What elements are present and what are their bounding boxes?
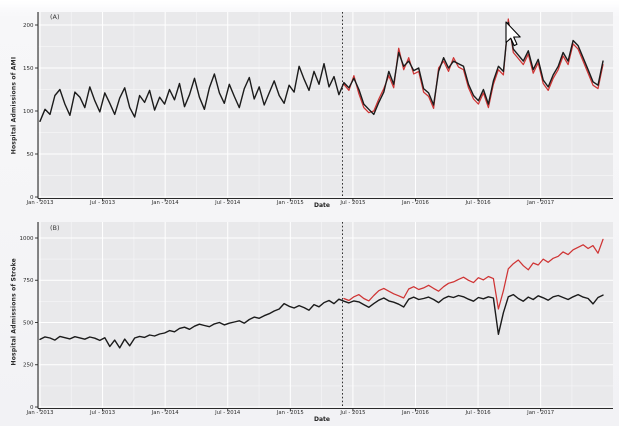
x-tick-label: Jan - 2014 [151,200,180,206]
x-tick-label: Jul - 2014 [214,200,241,206]
x-tick-label: Jan - 2017 [526,200,554,206]
plot-background [38,222,613,408]
panel-(A): 0 50 100 150 200 Jan - 2013 Jul - 2013 Jan - 20… [23,12,613,206]
y-tick-label: 150 [23,66,34,72]
x-tick-label: Jan - 2016 [401,410,430,416]
x-tick-label: Jan - 2016 [401,200,430,206]
panel-b-x-axis-title: Date [314,416,330,423]
plot-background [38,12,613,198]
x-tick-label: Jul - 2016 [464,200,491,206]
x-tick-label: Jan - 2013 [26,200,54,206]
observed-line [39,293,604,349]
x-tick-label: Jul - 2016 [464,410,491,416]
x-tick-label: Jan - 2017 [526,410,554,416]
x-tick-label: Jul - 2013 [89,200,115,206]
top-glare [0,0,619,9]
panel-(B): 0 250 500 750 1000 Jan - 2013 Jul - 2013 Jan - … [20,222,613,416]
x-tick-label: Jul - 2014 [214,410,241,416]
y-tick-label: 100 [23,109,34,115]
y-tick-label: 0 [30,405,34,411]
y-tick-label: 750 [23,278,34,284]
x-tick-label: Jul - 2015 [339,410,365,416]
panel-a-x-axis-title: Date [314,202,330,209]
x-tick-label: Jan - 2014 [151,410,180,416]
y-tick-label: 200 [23,23,34,29]
y-tick-label: 0 [30,195,34,201]
major-gridlines [38,222,613,408]
x-tick-label: Jul - 2015 [339,200,365,206]
y-tick-label: 50 [27,152,34,158]
panel-a-y-axis-title: Hospital Admissions of AMI [10,56,18,155]
panel-b-y-axis-title: Hospital Admissions of Stroke [10,258,18,366]
x-tick-label: Jan - 2015 [276,200,304,206]
x-tick-label: Jul - 2013 [89,410,115,416]
x-tick-label: Jan - 2015 [276,410,304,416]
panel-b-label: (B) [50,224,60,232]
y-tick-label: 1000 [20,236,34,242]
counterfactual-predicted-line [343,238,604,310]
y-tick-label: 250 [23,363,34,369]
y-tick-label: 500 [23,320,34,326]
x-tick-label: Jan - 2013 [26,410,54,416]
panel-a-label: (A) [50,13,60,21]
